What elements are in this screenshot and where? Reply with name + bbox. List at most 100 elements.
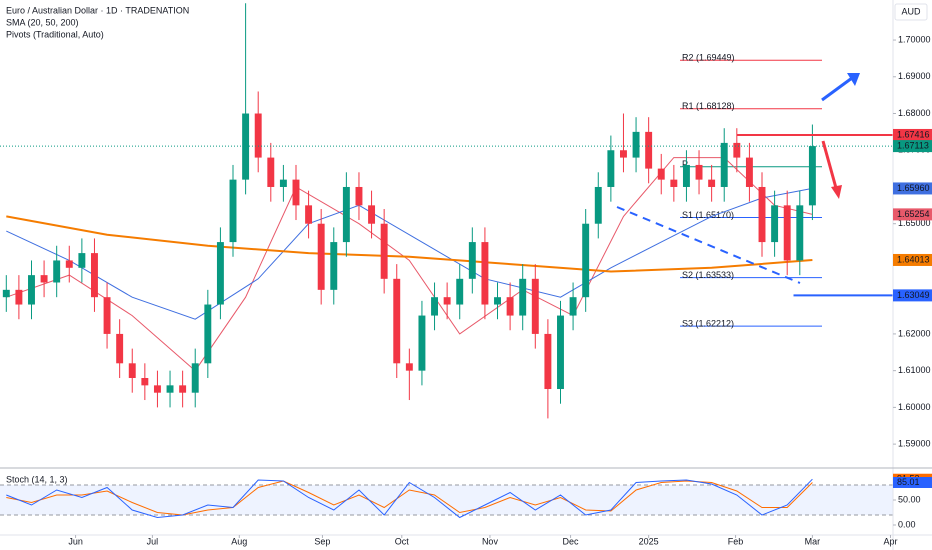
candle-body	[393, 278, 401, 364]
candle-body	[191, 363, 199, 393]
candle-body	[519, 278, 527, 316]
candle-body	[443, 297, 451, 305]
y-tick-label: 1.59000	[898, 438, 931, 448]
candle-body	[116, 333, 124, 364]
pivot-label: R2 (1.69449)	[682, 53, 735, 63]
pivot-label: S1 (1.65170)	[682, 210, 734, 220]
candle-body	[506, 297, 514, 316]
pivot-label: S2 (1.63533)	[682, 270, 734, 280]
candle-body	[342, 186, 350, 243]
candle-body	[632, 131, 640, 158]
price-tag	[893, 182, 932, 195]
candle-body	[733, 142, 741, 158]
candle-body	[267, 157, 275, 187]
candle-body	[103, 297, 111, 334]
candle-body	[141, 378, 149, 386]
candle-body	[645, 131, 653, 169]
indicator: Pivots (Traditional, Auto)	[6, 29, 104, 39]
candle-body	[569, 297, 577, 316]
candle-body	[28, 275, 35, 305]
candle-body	[783, 205, 791, 261]
price-tag-label: 1.67113	[897, 140, 929, 150]
candle-body	[531, 278, 539, 334]
x-tick-label: Jun	[68, 536, 83, 546]
stoch-title: Stoch (14, 1, 3)	[6, 474, 68, 484]
x-tick-label: Sep	[314, 536, 330, 546]
x-tick-label: Oct	[395, 536, 410, 546]
trendline	[616, 206, 801, 284]
y-tick-label: 1.62000	[898, 328, 931, 338]
y-tick-label: 1.68000	[898, 108, 931, 118]
candle-body	[557, 315, 564, 390]
stoch-band	[0, 485, 893, 515]
candle-body	[53, 260, 61, 283]
up-arrow-head	[847, 73, 860, 86]
candle-body	[91, 253, 98, 298]
candle-body	[494, 297, 501, 305]
indicator: SMA (20, 50, 200)	[6, 17, 79, 27]
pivot-label: P	[682, 159, 688, 169]
currency: AUD	[901, 6, 921, 16]
price-tag	[893, 140, 932, 153]
candle-body	[368, 205, 376, 224]
candle-body	[317, 223, 325, 290]
sma-line	[6, 215, 813, 273]
candle-body	[242, 113, 250, 180]
candle-body	[607, 150, 615, 187]
price-tag	[893, 128, 932, 141]
candle-body	[40, 275, 48, 283]
candle-body	[179, 385, 187, 393]
candle-body	[708, 179, 716, 187]
candle-body	[682, 164, 690, 187]
candle-body	[15, 289, 23, 305]
x-tick-label: Nov	[482, 536, 499, 546]
candle-body	[745, 157, 753, 187]
stoch-tag	[893, 476, 932, 488]
y-tick-label: 1.60000	[898, 402, 931, 412]
candle-body	[431, 297, 438, 316]
candle-body	[355, 186, 363, 206]
y-tick-label: 1.65000	[898, 218, 931, 228]
candle-body	[292, 179, 300, 206]
x-tick-label: Dec	[563, 536, 580, 546]
x-tick-label: 2025	[639, 536, 659, 546]
candle-body	[594, 186, 602, 224]
title: Euro / Australian Dollar · 1D · TRADENAT…	[6, 5, 189, 15]
candle-body	[65, 260, 73, 268]
down-arrow-head	[831, 185, 842, 199]
y-tick-label: 1.70000	[898, 34, 931, 44]
y-tick-label: 0.00	[898, 519, 916, 529]
candle-body	[2, 289, 10, 298]
candle-body	[153, 385, 161, 393]
up-arrow	[821, 76, 853, 102]
candle-body	[695, 164, 703, 180]
stoch-d-line	[6, 480, 813, 516]
candle-body	[758, 186, 766, 243]
candle-body	[771, 205, 779, 243]
candle-body	[166, 385, 174, 393]
candle-body	[544, 333, 552, 390]
pivot-label: R1 (1.68128)	[682, 101, 735, 111]
candle-body	[128, 363, 136, 378]
candle-body	[808, 146, 816, 206]
price-tag	[893, 289, 932, 302]
price-tag-label: 1.63049	[897, 290, 930, 300]
price-tag-label: 1.65254	[897, 209, 930, 219]
candle-body	[418, 315, 426, 371]
y-tick-label: 1.61000	[898, 365, 931, 375]
x-tick-label: Aug	[231, 536, 247, 546]
stoch-tag-label: 85.01	[897, 477, 920, 487]
sma-line	[6, 187, 813, 320]
price-tag-label: 1.65960	[897, 183, 930, 193]
candle-body	[582, 223, 590, 298]
currency-box[interactable]	[894, 3, 928, 21]
y-tick-label: 1.69000	[898, 71, 931, 81]
candle-body	[330, 242, 338, 290]
candle-body	[380, 223, 388, 279]
x-tick-label: Apr	[883, 536, 897, 546]
price-tag	[893, 208, 932, 221]
x-tick-label: Mar	[805, 536, 821, 546]
candle-body	[670, 179, 678, 187]
candle-body	[796, 205, 804, 261]
